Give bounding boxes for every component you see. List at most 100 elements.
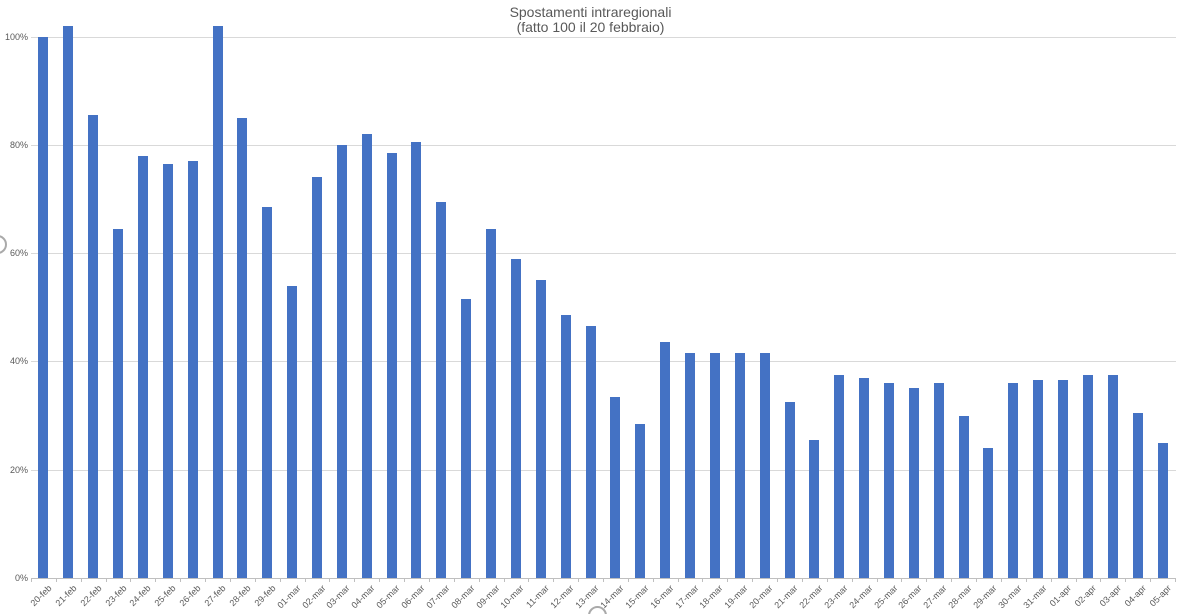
- bar-31-mar: [1033, 380, 1044, 578]
- x-axis-label: 29-mar: [971, 583, 999, 611]
- bar-16-mar: [660, 342, 671, 578]
- bar-22-feb: [88, 115, 99, 578]
- x-axis-tick: [404, 578, 406, 582]
- bar-09-mar: [486, 228, 497, 578]
- gridline-40: [31, 361, 1176, 363]
- y-axis-label: 100%: [4, 31, 28, 42]
- x-axis-label: 30-mar: [996, 583, 1024, 611]
- x-axis-tick: [603, 578, 604, 582]
- x-axis-tick: [702, 578, 704, 582]
- bar-15-mar: [635, 423, 646, 578]
- x-axis-label: 03-apr: [1097, 583, 1123, 609]
- y-axis-label: 20%: [9, 464, 28, 475]
- x-axis-label: 26-feb: [177, 583, 203, 609]
- x-axis-tick: [951, 578, 953, 582]
- x-axis-tick: [254, 578, 256, 582]
- gridline-20: [31, 469, 1176, 471]
- x-axis-label: 05-apr: [1147, 583, 1173, 609]
- bar-10-mar: [510, 258, 521, 578]
- x-axis-tick: [279, 578, 281, 582]
- bar-24-feb: [137, 155, 148, 578]
- x-axis-tick: [205, 578, 207, 582]
- x-axis-tick: [1050, 578, 1052, 582]
- x-axis-label: 26-mar: [896, 583, 924, 611]
- x-axis-tick: [55, 578, 57, 582]
- bar-18-mar: [709, 353, 720, 578]
- x-axis-label: 21-mar: [772, 583, 800, 611]
- bar-04-mar: [361, 133, 372, 578]
- x-axis-tick: [826, 578, 828, 582]
- bar-19-mar: [734, 353, 745, 578]
- x-axis-tick: [180, 578, 182, 582]
- bar-21-feb: [63, 25, 74, 578]
- x-axis-tick: [926, 578, 928, 582]
- x-axis-tick: [1125, 578, 1127, 582]
- x-axis-tick: [31, 578, 32, 582]
- x-axis-label: 21-feb: [53, 583, 79, 609]
- x-axis-label: 14-mar: [598, 583, 626, 611]
- chart-title-line2: (fatto 100 il 20 febbraio): [516, 19, 665, 35]
- x-axis-label: 01-mar: [274, 583, 303, 611]
- x-axis-tick: [1175, 578, 1177, 582]
- x-axis-label: 27-mar: [921, 583, 949, 611]
- x-axis-label: 16-mar: [648, 583, 676, 611]
- bar-07-mar: [436, 201, 447, 578]
- x-axis-tick: [105, 578, 107, 582]
- bar-12-mar: [560, 315, 571, 578]
- bar-02-mar: [312, 177, 322, 578]
- x-axis-label: 31-mar: [1021, 583, 1049, 611]
- bar-04-apr: [1132, 412, 1143, 578]
- x-axis-label: 17-mar: [672, 583, 701, 611]
- x-axis-tick: [876, 578, 878, 582]
- x-axis-tick: [304, 578, 306, 582]
- x-axis-label: 09-mar: [473, 583, 502, 611]
- bar-01-mar: [287, 285, 298, 578]
- x-axis-label: 20-mar: [747, 583, 775, 611]
- x-axis-label: 07-mar: [424, 583, 452, 611]
- x-axis-label: 25-feb: [152, 583, 178, 609]
- bar-17-mar: [685, 353, 696, 578]
- x-axis-label: 01-apr: [1047, 583, 1074, 609]
- x-axis-tick: [901, 578, 903, 582]
- bar-21-mar: [784, 402, 795, 578]
- bar-25-mar: [884, 383, 894, 578]
- bar-23-mar: [834, 374, 845, 578]
- bar-27-feb: [212, 25, 223, 578]
- x-axis-label: 23-feb: [102, 583, 129, 609]
- y-axis-label: 80%: [9, 139, 28, 150]
- x-axis-label: 02-mar: [299, 583, 328, 611]
- bar-24-mar: [859, 377, 870, 578]
- x-axis-label: 22-mar: [797, 583, 825, 611]
- bar-02-apr: [1082, 374, 1093, 578]
- x-axis-tick: [976, 578, 978, 582]
- x-axis-tick: [851, 578, 853, 582]
- bar-05-apr: [1157, 442, 1168, 578]
- x-axis-label: 08-mar: [449, 583, 477, 611]
- x-axis-tick: [727, 578, 729, 582]
- x-axis-tick: [1150, 578, 1152, 582]
- x-axis-label: 28-feb: [227, 583, 253, 609]
- x-axis-label: 06-mar: [399, 583, 427, 611]
- x-axis-tick: [155, 578, 157, 582]
- bar-29-mar: [983, 448, 994, 578]
- x-axis-tick: [1000, 578, 1002, 582]
- chart-title-line1: Spostamenti intraregionali: [509, 4, 672, 20]
- y-axis-label: 0%: [14, 573, 28, 583]
- x-axis-label: 12-mar: [548, 583, 576, 611]
- bar-13-mar: [585, 326, 596, 578]
- gridline-100: [31, 36, 1176, 38]
- x-axis-tick: [553, 578, 555, 582]
- x-axis-label: 23-mar: [822, 583, 850, 611]
- x-axis-tick: [801, 578, 803, 582]
- x-axis-label: 24-feb: [127, 583, 153, 609]
- x-axis-tick: [503, 578, 505, 582]
- x-axis-label: 04-mar: [349, 583, 377, 611]
- bar-26-mar: [908, 388, 919, 578]
- bar-01-apr: [1058, 380, 1069, 578]
- bar-08-mar: [461, 299, 472, 578]
- x-axis-label: 27-feb: [202, 583, 228, 609]
- bar-06-mar: [411, 142, 422, 578]
- x-axis-tick: [752, 578, 754, 582]
- x-axis-label: 25-mar: [871, 583, 900, 611]
